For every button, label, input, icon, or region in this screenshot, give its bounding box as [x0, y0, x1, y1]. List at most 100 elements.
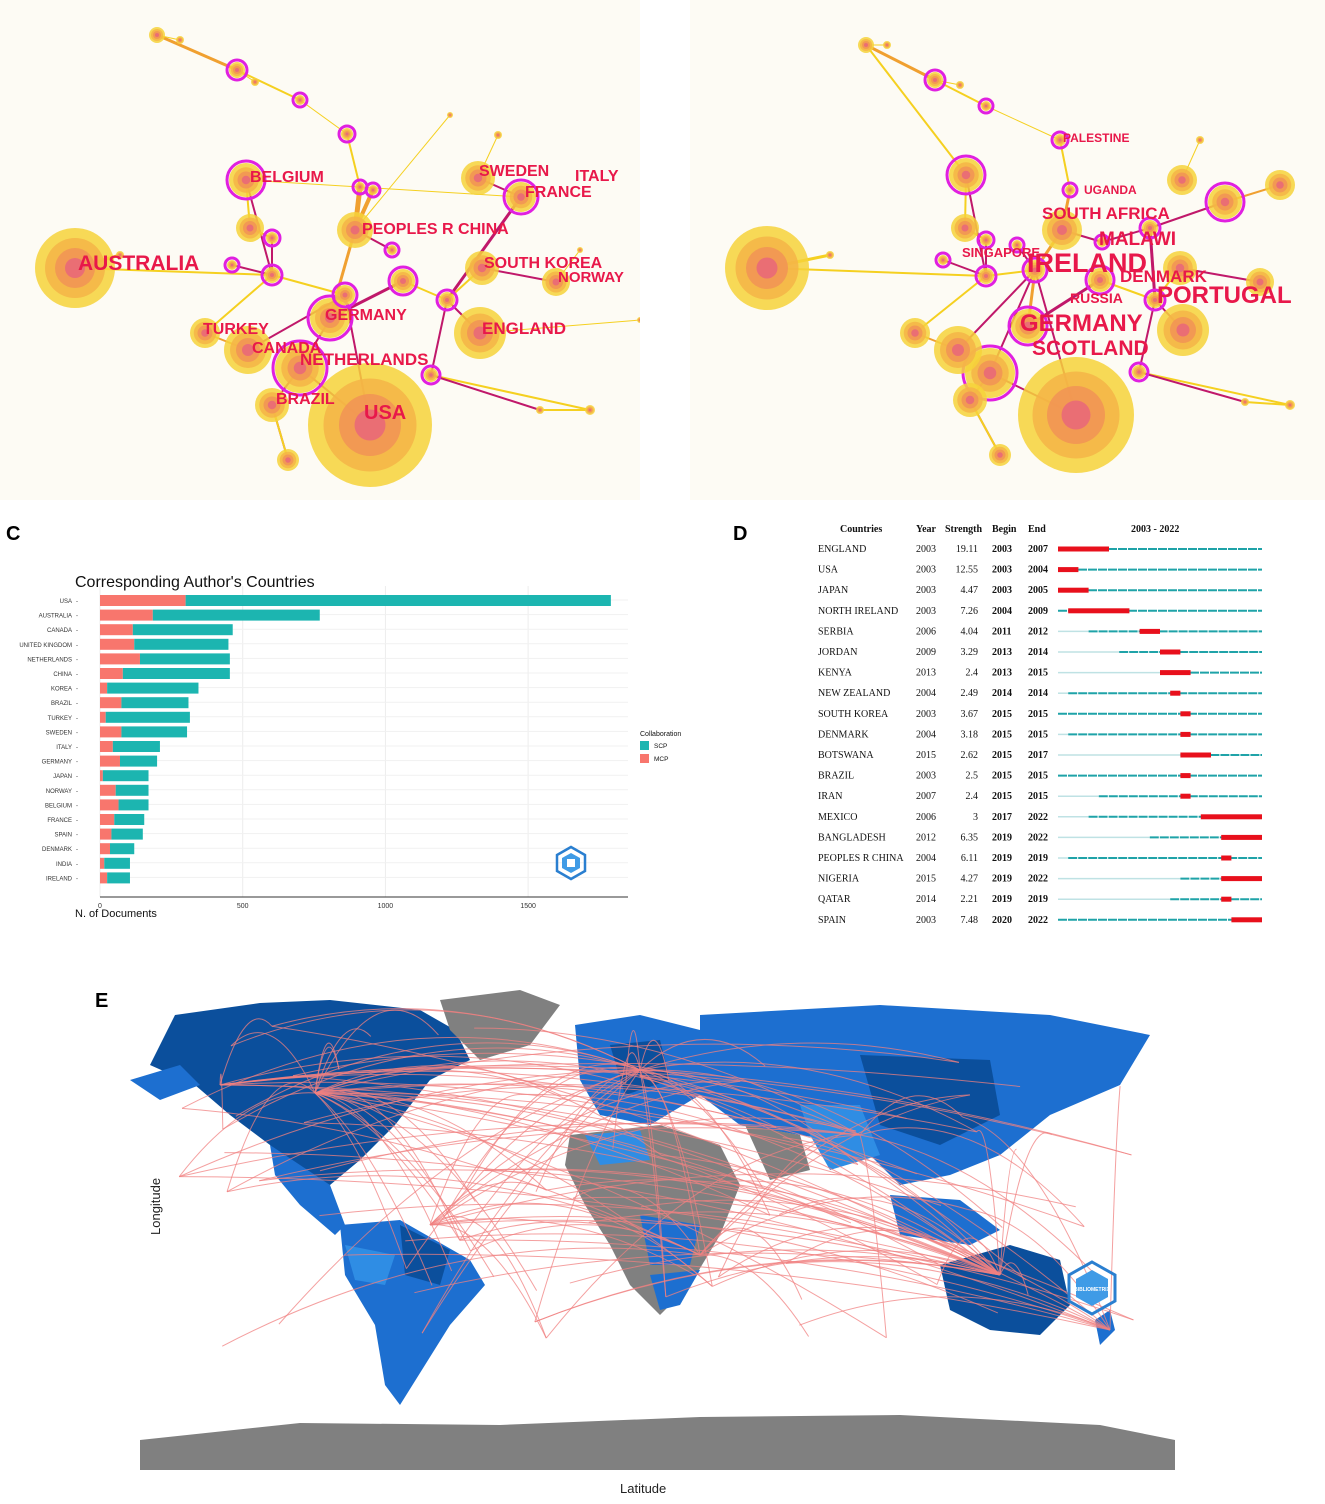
burst-country: JAPAN	[818, 585, 848, 596]
collaboration-link	[292, 1052, 861, 1136]
network-a-labels: AUSTRALIA BELGIUM SWEDEN ITALY FRANCE PE…	[78, 163, 624, 424]
collaboration-link	[859, 1095, 963, 1136]
collaboration-link	[534, 1069, 641, 1323]
collaboration-link	[444, 1066, 641, 1216]
network-node-ring	[65, 258, 85, 278]
collaboration-link	[699, 1094, 970, 1256]
bar-mcp	[100, 770, 103, 782]
network-node-ring	[552, 278, 560, 286]
collaboration-link	[572, 1186, 701, 1256]
burst-strength: 2.4	[966, 668, 979, 679]
network-a-nodes	[35, 27, 640, 487]
network-edge	[985, 105, 1061, 141]
network-node-ring	[1244, 401, 1246, 403]
network-b-svg: PALESTINE UGANDA SOUTH AFRICA MALAWI SIN…	[690, 0, 1325, 500]
x-tick-label: 1000	[378, 903, 394, 910]
collaboration-link	[936, 1237, 1001, 1285]
net-b-label: GERMANY	[1020, 310, 1143, 337]
bar-scp	[134, 638, 229, 650]
collaboration-link	[226, 1175, 701, 1256]
bar-x-ticks: 0 500 1000 1500	[98, 903, 536, 910]
collaboration-link	[484, 1168, 1001, 1276]
network-node-ring	[1097, 277, 1103, 283]
burst-begin: 2015	[992, 729, 1012, 740]
net-a-label: PEOPLES R CHINA	[362, 221, 509, 238]
burst-year: 2003	[916, 565, 936, 576]
network-node-centrality	[934, 251, 952, 269]
collaboration-link	[639, 1075, 1001, 1276]
burst-begin: 2019	[992, 832, 1012, 843]
burst-year: 2007	[916, 791, 936, 802]
collaboration-link	[639, 1039, 670, 1081]
network-node-ring	[293, 361, 307, 375]
burst-row: NIGERIA 2015 4.27 2019 2022	[818, 874, 1262, 885]
category-tick: -	[76, 774, 78, 780]
network-edge	[430, 374, 541, 411]
network-node-ring	[179, 39, 181, 41]
map-logo-text: BIBLIOMETRIX	[1074, 1287, 1110, 1293]
burst-country: USA	[818, 565, 839, 576]
network-node-ring	[445, 298, 449, 302]
network-edge	[1138, 371, 1246, 403]
category-label: NETHERLANDS	[27, 657, 72, 663]
network-node-ring	[400, 278, 406, 284]
category-tick: -	[76, 628, 78, 634]
burst-country: BOTSWANA	[818, 750, 874, 761]
network-node-centrality	[387, 265, 419, 297]
net-a-label: SWEDEN	[479, 163, 549, 180]
category-tick: -	[76, 789, 78, 795]
collaboration-link	[976, 1129, 1001, 1276]
burst-row: PEOPLES R CHINA 2004 6.11 2019 2019	[818, 853, 1262, 864]
burst-strength: 3.67	[961, 709, 979, 720]
burst-country: NORTH IRELAND	[818, 606, 898, 617]
collaboration-link	[219, 1073, 917, 1175]
map-x-axis-label: Latitude	[620, 1481, 666, 1496]
network-b-labels: PALESTINE UGANDA SOUTH AFRICA MALAWI SIN…	[962, 131, 1292, 360]
network-node-ring	[473, 173, 483, 183]
category-tick: -	[76, 862, 78, 868]
network-edge	[445, 196, 523, 301]
network-node-ring	[941, 258, 945, 262]
network-node-ring	[449, 114, 451, 116]
collaboration-link	[219, 1084, 942, 1206]
collaboration-link	[230, 1009, 641, 1071]
burst-begin: 2017	[992, 812, 1012, 823]
collaboration-link	[778, 1197, 1001, 1276]
network-node-centrality	[225, 58, 249, 82]
network-node-centrality	[383, 241, 401, 259]
collaboration-link	[639, 1069, 667, 1297]
network-edge	[430, 374, 591, 411]
burst-year: 2004	[916, 688, 936, 699]
burst-country: NIGERIA	[818, 874, 860, 885]
burst-bar	[1068, 608, 1130, 614]
burst-row: BANGLADESH 2012 6.35 2019 2022	[818, 832, 1262, 843]
category-tick: -	[76, 643, 78, 649]
burst-year: 2003	[916, 585, 936, 596]
chart-title: Corresponding Author's Countries	[75, 574, 315, 591]
collaboration-link	[534, 1259, 1001, 1323]
collaboration-link	[429, 1202, 713, 1287]
burst-end: 2014	[1028, 647, 1048, 658]
bar-scp	[122, 668, 230, 679]
collaboration-link	[226, 1082, 316, 1192]
collaboration-link	[545, 1134, 861, 1339]
collaboration-link	[639, 1069, 1003, 1228]
category-tick: -	[76, 716, 78, 722]
bibliometrix-logo-icon	[555, 845, 587, 881]
collaboration-link	[429, 1093, 521, 1226]
burst-begin: 2003	[992, 585, 1012, 596]
burst-row: QATAR 2014 2.21 2019 2019	[818, 894, 1262, 905]
burst-end: 2019	[1028, 853, 1048, 864]
bar-mcp	[100, 872, 108, 884]
bar-scp	[109, 843, 135, 855]
network-node-ring	[984, 274, 988, 278]
collaboration-link	[429, 1224, 547, 1339]
collaboration-link	[785, 1230, 1001, 1276]
category-label: TURKEY	[48, 716, 72, 722]
net-b-label: RUSSIA	[1070, 290, 1123, 306]
category-label: SWEDEN	[46, 730, 72, 736]
network-node-ring	[429, 373, 433, 377]
burst-year: 2004	[916, 729, 936, 740]
burst-row: BOTSWANA 2015 2.62 2015 2017	[818, 750, 1262, 761]
bar-mcp	[100, 784, 116, 796]
